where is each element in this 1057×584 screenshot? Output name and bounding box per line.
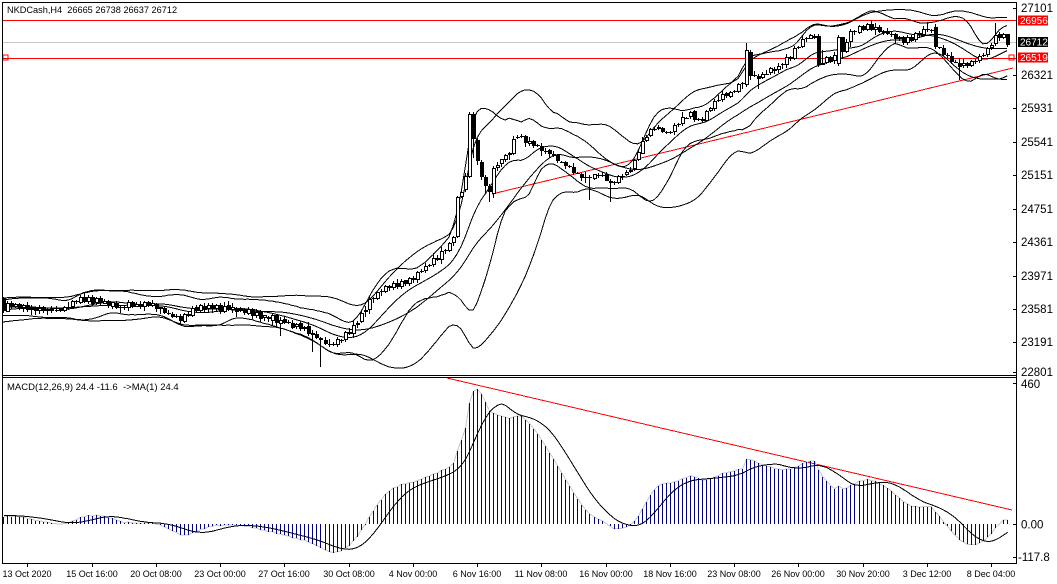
svg-text:26 Nov 00:00: 26 Nov 00:00 (771, 569, 825, 579)
svg-text:4 Nov 00:00: 4 Nov 00:00 (389, 569, 438, 579)
svg-text:25151: 25151 (1021, 170, 1053, 182)
svg-text:22801: 22801 (1021, 367, 1053, 379)
svg-text:15 Oct 16:00: 15 Oct 16:00 (66, 569, 118, 579)
svg-text:26321: 26321 (1021, 70, 1053, 82)
svg-text:3 Dec 12:00: 3 Dec 12:00 (903, 569, 952, 579)
svg-text:-117.8: -117.8 (1018, 552, 1050, 564)
svg-text:23 Nov 08:00: 23 Nov 08:00 (707, 569, 761, 579)
svg-text:24361: 24361 (1021, 237, 1053, 249)
svg-text:25931: 25931 (1021, 103, 1053, 115)
svg-text:18 Nov 16:00: 18 Nov 16:00 (643, 569, 697, 579)
svg-text:23581: 23581 (1021, 304, 1053, 316)
svg-text:26712: 26712 (1020, 38, 1048, 49)
svg-text:30 Nov 20:00: 30 Nov 20:00 (836, 569, 890, 579)
svg-text:30 Oct 08:00: 30 Oct 08:00 (323, 569, 375, 579)
svg-text:6 Nov 16:00: 6 Nov 16:00 (453, 569, 502, 579)
svg-text:26956: 26956 (1020, 16, 1048, 27)
svg-text:NKDCash,H4 26665 26738 26637: NKDCash,H4 26665 26738 26637 26712 (7, 5, 177, 15)
svg-text:16 Nov 00:00: 16 Nov 00:00 (579, 569, 633, 579)
svg-text:25541: 25541 (1021, 137, 1053, 149)
svg-text:23971: 23971 (1021, 271, 1053, 283)
svg-text:20 Oct 08:00: 20 Oct 08:00 (130, 569, 182, 579)
svg-text:27 Oct 16:00: 27 Oct 16:00 (258, 569, 310, 579)
svg-text:26519: 26519 (1020, 53, 1048, 64)
svg-text:23191: 23191 (1021, 337, 1053, 349)
svg-text:24751: 24751 (1021, 204, 1053, 216)
svg-text:23 Oct 00:00: 23 Oct 00:00 (194, 569, 246, 579)
svg-text:MACD(12,26,9) 24.4 -11.6 ->MA: MACD(12,26,9) 24.4 -11.6 ->MA(1) 24.4 (7, 382, 179, 393)
svg-text:13 Oct 2020: 13 Oct 2020 (2, 569, 51, 579)
svg-text:460: 460 (1021, 379, 1040, 391)
svg-text:0.00: 0.00 (1021, 520, 1043, 532)
svg-text:11 Nov 08:00: 11 Nov 08:00 (515, 569, 568, 579)
svg-text:8 Dec 04:00: 8 Dec 04:00 (967, 569, 1016, 579)
svg-text:27101: 27101 (1021, 3, 1053, 15)
